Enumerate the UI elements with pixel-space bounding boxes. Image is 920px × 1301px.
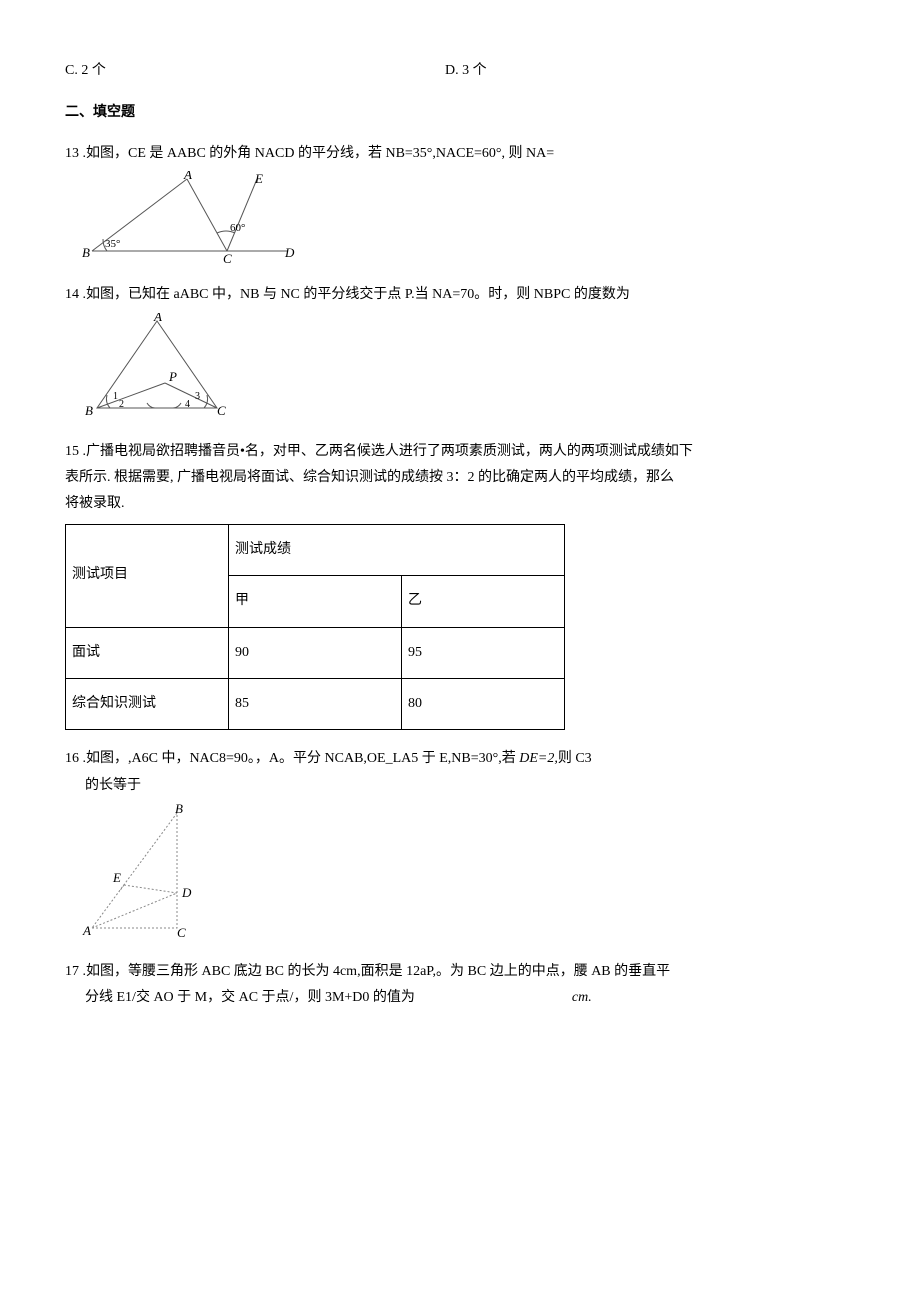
r1-yi: 95 [402, 627, 565, 678]
r2-name: 综合知识测试 [66, 678, 229, 729]
q16-line1b: 若 [502, 751, 516, 766]
q14-number: 14 [65, 287, 79, 302]
q15-line1: .广播电视局欲招聘播音员•名，对甲、乙两名候选人进行了两项素质测试，两人的两项测… [79, 444, 693, 459]
r1-name: 面试 [66, 627, 229, 678]
q16-label-D: D [181, 885, 192, 900]
th-jia: 甲 [229, 576, 402, 627]
q14-label-B: B [85, 403, 93, 418]
option-d: D. 3 个 [445, 60, 487, 82]
q13-label-D: D [284, 245, 295, 260]
q16-line1d: 则 C3 [558, 751, 592, 766]
q16-label-E: E [112, 870, 121, 885]
q13-figure: A B C D E 35° 60° [77, 171, 860, 266]
q15-table: 测试项目 测试成绩 甲 乙 面试 90 95 综合知识测试 85 80 [65, 524, 565, 731]
section-2-title: 二、填空题 [65, 102, 860, 124]
q17-line2a: 分线 E1/交 AO 于 M，交 AC 于点/，则 3M+D0 的值为 [85, 990, 415, 1005]
question-16: 16 .如图，,A6C 中，NAC8=90。，A。平分 NCAB,OE_LA5 … [65, 748, 860, 943]
q13-number: 13 [65, 146, 79, 161]
q14-text: .如图，已知在 aABC 中，NB 与 NC 的平分线交于点 P.当 NA=70… [79, 287, 630, 302]
q17-line2b: cm. [572, 990, 592, 1005]
q15-number: 15 [65, 444, 79, 459]
q13-label-B: B [82, 245, 90, 260]
table-row: 面试 90 95 [66, 627, 565, 678]
q13-label-C: C [223, 251, 232, 266]
r2-jia: 85 [229, 678, 402, 729]
q14-num-3: 3 [195, 391, 200, 402]
q16-label-C: C [177, 925, 186, 940]
q16-line2: 的长等于 [65, 775, 860, 797]
q13-angle-c: 60° [230, 222, 245, 234]
th-yi: 乙 [402, 576, 565, 627]
q14-num-1: 1 [113, 391, 118, 402]
q14-label-A: A [153, 313, 162, 324]
question-15: 15 .广播电视局欲招聘播音员•名，对甲、乙两名候选人进行了两项素质测试，两人的… [65, 441, 860, 731]
q16-label-A: A [82, 923, 91, 938]
q13-label-E: E [254, 171, 263, 186]
th-project: 测试项目 [66, 524, 229, 627]
table-row: 测试项目 测试成绩 [66, 524, 565, 575]
q15-line3: 将被录取. [65, 493, 860, 515]
q14-label-C: C [217, 403, 226, 418]
q16-figure: A B C D E [77, 803, 860, 943]
q16-label-B: B [175, 803, 183, 816]
table-row: 综合知识测试 85 80 [66, 678, 565, 729]
question-13: 13 .如图，CE 是 AABC 的外角 NACD 的平分线，若 NB=35°,… [65, 143, 860, 266]
question-14: 14 .如图，已知在 aABC 中，NB 与 NC 的平分线交于点 P.当 NA… [65, 284, 860, 422]
q15-line2: 表所示. 根据需要, 广播电视局将面试、综合知识测试的成绩按 3：2 的比确定两… [65, 467, 860, 489]
q13-label-A: A [183, 171, 192, 182]
q17-line1: .如图，等腰三角形 ABC 底边 BC 的长为 4cm,面积是 12aP,。为 … [79, 964, 670, 979]
q12-options-row: C. 2 个 D. 3 个 [65, 60, 860, 82]
q14-label-P: P [168, 369, 177, 384]
r2-yi: 80 [402, 678, 565, 729]
q13-angle-b: 35° [105, 238, 120, 250]
r1-jia: 90 [229, 627, 402, 678]
q13-text: .如图，CE 是 AABC 的外角 NACD 的平分线，若 NB=35°,NAC… [79, 146, 554, 161]
q17-number: 17 [65, 964, 79, 979]
q16-line1c: DE=2, [519, 751, 558, 766]
option-c: C. 2 个 [65, 60, 445, 82]
q16-number: 16 [65, 751, 79, 766]
q16-line1a: .如图，,A6C 中，NAC8=90。，A。平分 NCAB,OE_LA5 于 E… [79, 751, 502, 766]
q14-figure: A B C P 1 2 3 4 [77, 313, 860, 423]
q14-num-2: 2 [119, 399, 124, 410]
question-17: 17 .如图，等腰三角形 ABC 底边 BC 的长为 4cm,面积是 12aP,… [65, 961, 860, 1010]
th-score: 测试成绩 [229, 524, 565, 575]
q14-num-4: 4 [185, 399, 190, 410]
